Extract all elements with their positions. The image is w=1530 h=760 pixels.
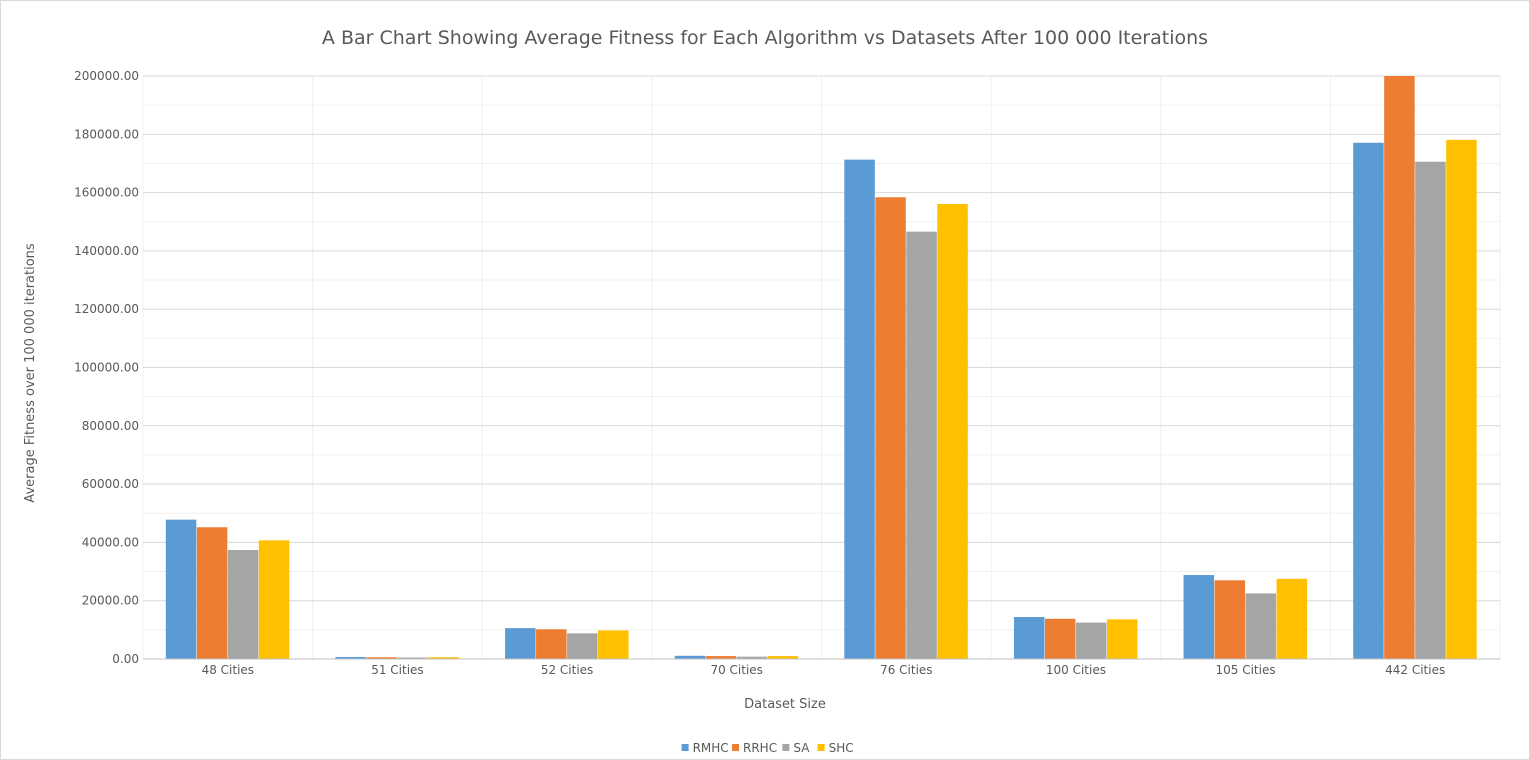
legend-swatch-rmhc — [681, 744, 689, 751]
bar-shc-70-cities — [767, 656, 799, 659]
y-tick-label: 20000.00 — [82, 594, 139, 608]
bar-rrhc-442-cities — [1384, 76, 1415, 659]
bar-rmhc-70-cities — [674, 655, 706, 659]
bar-sa-70-cities — [736, 656, 768, 659]
bar-rrhc-52-cities — [536, 629, 567, 659]
bar-sa-51-cities — [397, 657, 428, 659]
x-tick-label: 100 Cities — [1046, 663, 1106, 677]
bar-rmhc-105-cities — [1183, 575, 1215, 659]
bar-shc-105-cities — [1276, 578, 1308, 659]
x-tick-labels: 48 Cities 51 Cities 52 Cities 70 Cities 76 C… — [202, 663, 1446, 677]
y-tick-label: 160000.00 — [74, 186, 139, 200]
legend-label-sa: SA — [793, 741, 810, 755]
x-tick-label: 51 Cities — [371, 663, 423, 677]
bar-shc-52-cities — [598, 630, 629, 659]
x-tick-label: 48 Cities — [202, 663, 254, 677]
bar-rmhc-442-cities — [1353, 142, 1384, 660]
x-tick-label: 70 Cities — [710, 663, 762, 677]
bar-rrhc-105-cities — [1214, 580, 1246, 659]
bar-shc-442-cities — [1446, 139, 1477, 659]
bar-shc-100-cities — [1106, 619, 1138, 659]
x-axis-title: Dataset Size — [744, 697, 826, 712]
gridlines — [142, 75, 1501, 659]
y-tick-label: 60000.00 — [82, 477, 139, 491]
y-tick-labels: 0.00 20000.00 40000.00 60000.00 80000.00 1000… — [74, 69, 139, 666]
bar-sa-48-cities — [227, 549, 259, 659]
bar-rrhc-76-cities — [875, 197, 906, 660]
chart-title: A Bar Chart Showing Average Fitness for … — [322, 27, 1208, 49]
y-tick-label: 40000.00 — [82, 535, 139, 549]
legend-swatch-rrhc — [732, 744, 739, 751]
bar-rrhc-51-cities — [366, 657, 397, 659]
x-tick-label: 76 Cities — [880, 663, 932, 677]
bar-rmhc-52-cities — [505, 628, 536, 659]
x-tick-label: 52 Cities — [541, 663, 593, 677]
y-tick-label: 200000.00 — [74, 69, 139, 83]
legend-label-rmhc: RMHC — [693, 741, 729, 755]
bar-sa-76-cities — [906, 231, 937, 659]
bar-sa-52-cities — [567, 633, 598, 659]
bar-rrhc-70-cities — [705, 656, 737, 659]
bar-sa-100-cities — [1075, 622, 1107, 659]
bar-sa-105-cities — [1245, 593, 1277, 659]
legend-swatch-sa — [782, 744, 790, 751]
legend-label-rrhc: RRHC — [743, 741, 777, 755]
y-tick-label: 140000.00 — [74, 244, 139, 258]
bars — [165, 76, 1477, 660]
y-tick-label: 100000.00 — [74, 361, 139, 375]
x-tick-label: 442 Cities — [1385, 663, 1445, 677]
legend-label-shc: SHC — [829, 741, 854, 755]
y-tick-label: 180000.00 — [74, 127, 139, 141]
bar-rmhc-76-cities — [844, 159, 875, 659]
bar-shc-76-cities — [937, 203, 968, 659]
bar-rmhc-51-cities — [335, 656, 366, 659]
x-tick-label: 105 Cities — [1216, 663, 1276, 677]
legend-swatch-shc — [817, 744, 825, 751]
bar-rrhc-100-cities — [1044, 618, 1076, 659]
y-tick-label: 120000.00 — [74, 302, 139, 316]
bar-rmhc-48-cities — [165, 519, 197, 659]
bar-shc-48-cities — [258, 540, 290, 659]
bar-rrhc-48-cities — [196, 527, 228, 659]
bar-rmhc-100-cities — [1013, 617, 1045, 659]
y-axis-title: Average Fitness over 100 000 iterations — [23, 243, 38, 503]
bar-shc-51-cities — [428, 657, 459, 659]
bar-sa-442-cities — [1415, 161, 1446, 660]
y-tick-label: 0.00 — [112, 652, 139, 666]
y-tick-label: 80000.00 — [82, 419, 139, 433]
legend: RMHC RRHC SA SHC — [681, 741, 854, 755]
